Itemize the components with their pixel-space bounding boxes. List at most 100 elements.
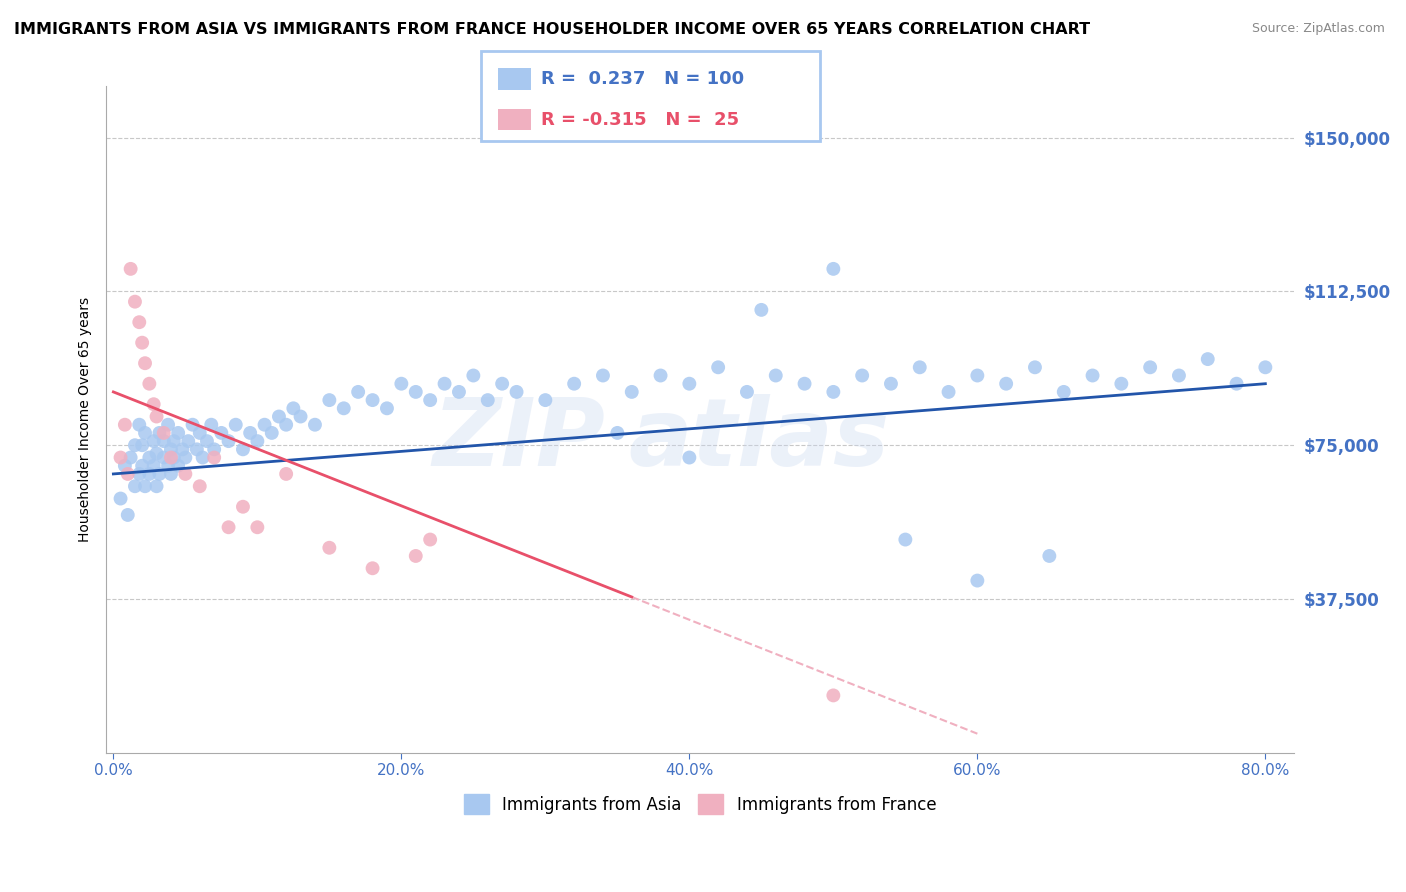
- Point: [202, 442, 225, 457]
- Point: [167, 425, 190, 440]
- Point: [160, 450, 183, 465]
- Point: [433, 376, 456, 391]
- Point: [218, 520, 240, 534]
- Point: [167, 458, 190, 473]
- Point: [191, 450, 214, 465]
- Point: [200, 417, 222, 432]
- Point: [361, 561, 384, 575]
- Point: [823, 689, 845, 703]
- Text: R = -0.315   N =  25: R = -0.315 N = 25: [541, 111, 740, 128]
- Point: [134, 425, 156, 440]
- Point: [110, 450, 132, 465]
- Point: [650, 368, 672, 383]
- Point: [142, 397, 165, 411]
- Point: [332, 401, 354, 416]
- Point: [1225, 376, 1247, 391]
- Point: [114, 458, 136, 473]
- Point: [186, 442, 208, 457]
- Point: [505, 384, 527, 399]
- Point: [195, 434, 218, 449]
- Point: [477, 393, 499, 408]
- Point: [148, 467, 170, 481]
- Point: [117, 508, 139, 522]
- Point: [592, 368, 614, 383]
- Point: [172, 442, 194, 457]
- Point: [260, 425, 283, 440]
- Point: [966, 574, 988, 588]
- Point: [145, 409, 167, 424]
- Point: [145, 479, 167, 493]
- Point: [124, 438, 146, 452]
- Point: [276, 467, 298, 481]
- Point: [447, 384, 470, 399]
- Point: [188, 479, 211, 493]
- Point: [128, 467, 150, 481]
- Point: [283, 401, 305, 416]
- Point: [218, 434, 240, 449]
- Point: [823, 261, 845, 276]
- Point: [347, 384, 370, 399]
- Point: [124, 294, 146, 309]
- Point: [152, 450, 174, 465]
- Point: [128, 417, 150, 432]
- Point: [267, 409, 290, 424]
- Text: Source: ZipAtlas.com: Source: ZipAtlas.com: [1251, 22, 1385, 36]
- Point: [142, 434, 165, 449]
- Point: [894, 533, 917, 547]
- Point: [995, 376, 1018, 391]
- Point: [120, 450, 142, 465]
- Point: [134, 479, 156, 493]
- Text: ZIP: ZIP: [432, 393, 605, 485]
- Point: [562, 376, 585, 391]
- Point: [225, 417, 247, 432]
- Point: [1081, 368, 1104, 383]
- Point: [232, 442, 254, 457]
- Point: [938, 384, 960, 399]
- Point: [1254, 360, 1277, 375]
- Point: [880, 376, 903, 391]
- Point: [160, 442, 183, 457]
- Point: [110, 491, 132, 506]
- Point: [253, 417, 276, 432]
- Point: [606, 425, 628, 440]
- Point: [318, 541, 340, 555]
- Text: atlas: atlas: [628, 393, 890, 485]
- Point: [177, 434, 200, 449]
- Text: IMMIGRANTS FROM ASIA VS IMMIGRANTS FROM FRANCE HOUSEHOLDER INCOME OVER 65 YEARS : IMMIGRANTS FROM ASIA VS IMMIGRANTS FROM …: [14, 22, 1090, 37]
- Point: [491, 376, 513, 391]
- Point: [157, 417, 180, 432]
- Point: [751, 302, 773, 317]
- Point: [1197, 352, 1219, 367]
- Point: [419, 533, 441, 547]
- Text: R =  0.237   N = 100: R = 0.237 N = 100: [541, 70, 744, 88]
- Point: [851, 368, 873, 383]
- Point: [304, 417, 326, 432]
- Point: [463, 368, 485, 383]
- Point: [534, 393, 557, 408]
- Y-axis label: Householder Income Over 65 years: Householder Income Over 65 years: [79, 297, 93, 542]
- Point: [163, 434, 186, 449]
- Point: [128, 315, 150, 329]
- Point: [181, 417, 204, 432]
- Point: [389, 376, 412, 391]
- Point: [419, 393, 441, 408]
- Point: [131, 438, 153, 452]
- Point: [318, 393, 340, 408]
- Point: [163, 450, 186, 465]
- Point: [145, 446, 167, 460]
- Point: [276, 417, 298, 432]
- Point: [405, 549, 427, 563]
- Point: [174, 467, 197, 481]
- Point: [707, 360, 730, 375]
- Point: [188, 425, 211, 440]
- Point: [678, 450, 700, 465]
- Point: [239, 425, 262, 440]
- Point: [157, 458, 180, 473]
- Point: [620, 384, 643, 399]
- Point: [375, 401, 398, 416]
- Point: [138, 376, 160, 391]
- Point: [134, 356, 156, 370]
- Point: [290, 409, 312, 424]
- Point: [148, 425, 170, 440]
- Point: [114, 417, 136, 432]
